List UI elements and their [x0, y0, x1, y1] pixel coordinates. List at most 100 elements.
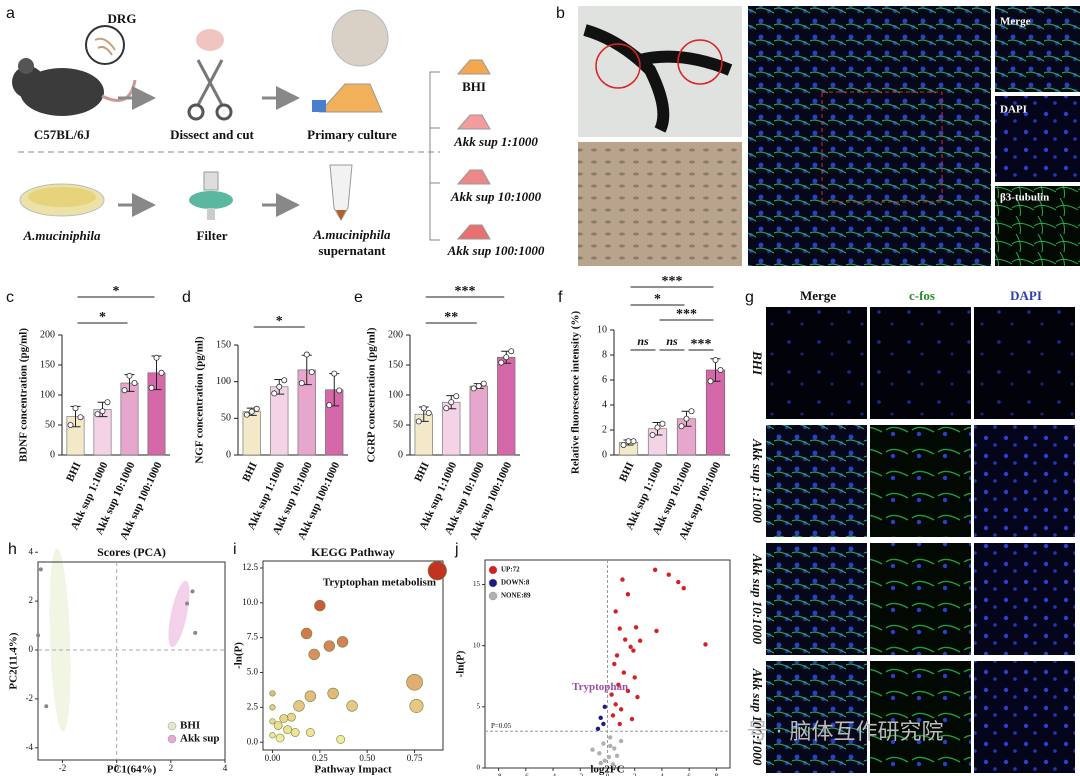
data-point: [271, 390, 278, 397]
group-ellipse: [49, 548, 71, 732]
x-tick-label: -6: [523, 773, 529, 776]
y-tick-label: 200: [388, 329, 403, 340]
channel-label: β3-tubulin: [1000, 192, 1049, 204]
bubble: [308, 648, 320, 661]
significance-label: ***: [691, 337, 712, 352]
y-tick-label: 7.5: [247, 632, 259, 642]
y-tick-label: 6: [602, 374, 607, 385]
step-label: supernatant: [318, 243, 386, 258]
data-point: [448, 399, 455, 406]
y-axis-label: CGRP concentration (pg/ml): [366, 327, 378, 462]
x-tick-label: -2: [59, 763, 67, 773]
bubble: [304, 690, 317, 702]
bar: [469, 385, 488, 456]
bubble: [300, 627, 313, 640]
data-point: [608, 743, 613, 749]
legend-swatch: [488, 591, 498, 601]
threshold-label: P=0.05: [491, 722, 512, 730]
micrograph: [870, 307, 971, 419]
data-point: [620, 577, 625, 582]
y-axis-label: BDNF concentration (pg/ml): [18, 328, 30, 462]
data-point: [475, 382, 482, 389]
bubble: [406, 673, 423, 691]
data-point: [630, 438, 637, 445]
bubble: [409, 698, 424, 713]
zoom-tubulin: [995, 186, 1080, 266]
x-tick-label: 0.50: [359, 753, 375, 763]
bar: [120, 382, 139, 456]
data-point: [681, 585, 686, 591]
ganglion-shape: [583, 24, 733, 133]
annotation: Tryptophan: [572, 681, 628, 693]
y-axis-label: PC2(11.4%): [8, 632, 20, 689]
data-point: [606, 754, 612, 760]
y-tick-label: -2: [26, 693, 34, 703]
legend-label: DOWN:8: [501, 579, 530, 587]
data-point: [688, 408, 695, 415]
data-point: [193, 630, 198, 635]
bubble: [269, 732, 276, 739]
data-point: [654, 424, 661, 431]
y-tick-label: 2: [29, 595, 34, 605]
circle-mark: [677, 39, 723, 85]
data-point: [676, 579, 681, 585]
data-point: [625, 438, 632, 445]
x-tick-label: 2: [169, 763, 174, 773]
bubble: [336, 636, 349, 648]
column-label: c-fos: [909, 288, 935, 303]
data-point: [712, 356, 719, 363]
micrograph: [870, 661, 971, 773]
y-tick-label: 5: [477, 702, 481, 710]
y-tick-label: 10: [597, 324, 607, 335]
data-point: [608, 735, 613, 740]
annotation: Tryptophan metabolism: [323, 577, 436, 589]
micrograph: [974, 307, 1075, 419]
data-point: [453, 393, 460, 400]
data-point: [121, 387, 128, 394]
data-point: [616, 682, 621, 687]
chart-title: KEGG Pathway: [311, 545, 395, 559]
data-point: [253, 405, 260, 412]
micrograph: [766, 307, 867, 419]
group-ellipse: [168, 580, 190, 648]
data-point: [617, 721, 622, 727]
y-tick-label: 4: [29, 546, 34, 556]
bubble: [427, 561, 447, 581]
significance-label: *: [99, 310, 106, 325]
data-point: [185, 601, 190, 606]
y-tick-label: 0.0: [247, 736, 259, 746]
bubble: [279, 714, 289, 723]
y-tick-label: 0: [29, 644, 34, 654]
x-tick-label: -8: [496, 773, 502, 776]
data-point: [595, 726, 601, 732]
data-point: [633, 625, 639, 630]
y-tick-label: 2: [602, 424, 607, 435]
data-point: [331, 370, 338, 377]
data-point: [621, 670, 627, 675]
x-tick-label: 8: [715, 773, 719, 776]
zoom-dapi: [995, 96, 1080, 182]
step-label: Primary culture: [307, 127, 397, 142]
plot-frame: [37, 561, 226, 761]
bubble: [273, 721, 283, 730]
y-tick-label: 150: [40, 359, 55, 370]
data-point: [443, 405, 450, 412]
y-tick-label: 50: [221, 413, 231, 424]
data-point: [190, 589, 195, 594]
column-label: Merge: [800, 288, 836, 303]
bubble: [275, 733, 285, 743]
panel-letter: i: [233, 541, 237, 558]
significance-label: ***: [662, 274, 683, 289]
chart-title: Scores (PCA): [97, 545, 166, 559]
data-point: [480, 380, 487, 387]
data-point: [678, 423, 685, 430]
legend-label: UP:72: [501, 566, 520, 574]
x-tick-label: 0.25: [312, 753, 328, 763]
y-tick-label: 12.5: [242, 562, 258, 572]
data-point: [104, 399, 111, 406]
data-point: [336, 387, 343, 394]
legend-label: NONE:89: [501, 592, 531, 600]
y-tick-label: 4: [602, 399, 607, 410]
y-axis-label: -ln(P): [455, 650, 467, 677]
plot-frame: [262, 560, 444, 751]
